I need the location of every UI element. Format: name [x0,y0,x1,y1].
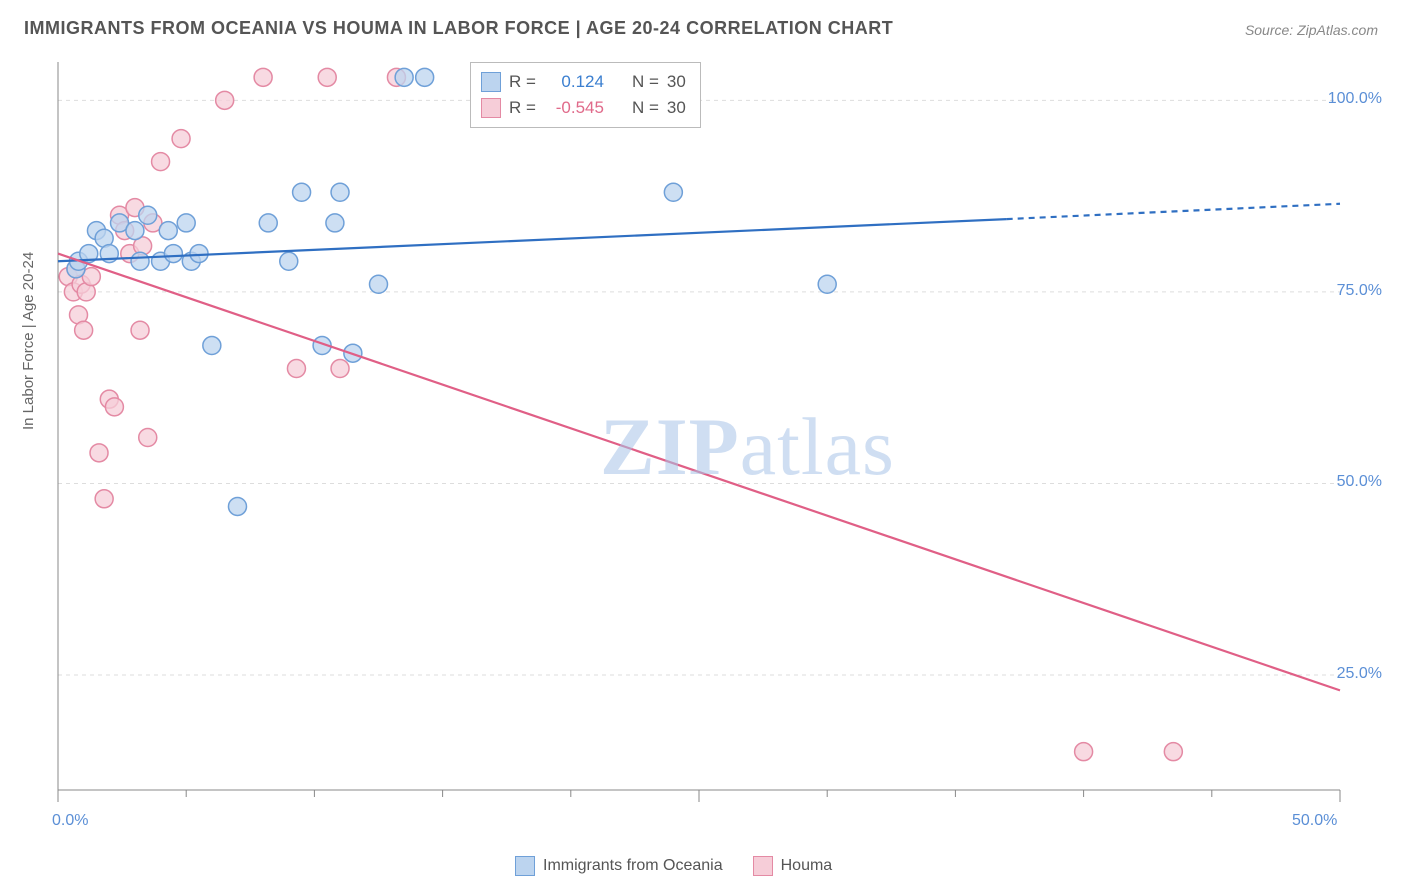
legend-row-blue: R = 0.124 N = 30 [481,69,686,95]
chart-svg [50,50,1380,820]
source-name: ZipAtlas.com [1297,22,1378,38]
r-value-pink: -0.545 [544,98,604,118]
n-value-pink: 30 [667,98,686,118]
swatch-blue [481,72,501,92]
chart-container: IMMIGRANTS FROM OCEANIA VS HOUMA IN LABO… [0,0,1406,892]
chart-title: IMMIGRANTS FROM OCEANIA VS HOUMA IN LABO… [24,18,893,39]
r-label: R = [509,72,536,92]
correlation-legend: R = 0.124 N = 30 R = -0.545 N = 30 [470,62,701,128]
n-value-blue: 30 [667,72,686,92]
y-tick-label: 75.0% [1337,282,1382,300]
source-prefix: Source: [1245,22,1297,38]
series-legend: Immigrants from Oceania Houma [515,856,832,876]
legend-row-pink: R = -0.545 N = 30 [481,95,686,121]
y-tick-label: 100.0% [1328,90,1382,108]
legend-label-oceania: Immigrants from Oceania [543,857,723,875]
y-tick-label: 50.0% [1337,473,1382,491]
x-tick-label: 0.0% [52,812,88,830]
r-label: R = [509,98,536,118]
n-label: N = [632,72,659,92]
n-label: N = [632,98,659,118]
legend-item-houma: Houma [753,856,833,876]
legend-item-oceania: Immigrants from Oceania [515,856,723,876]
swatch-oceania [515,856,535,876]
x-tick-label: 50.0% [1292,812,1337,830]
legend-label-houma: Houma [781,857,833,875]
swatch-houma [753,856,773,876]
source-credit: Source: ZipAtlas.com [1245,22,1378,38]
swatch-pink [481,98,501,118]
y-axis-label: In Labor Force | Age 20-24 [20,252,37,430]
y-tick-label: 25.0% [1337,665,1382,683]
r-value-blue: 0.124 [544,72,604,92]
